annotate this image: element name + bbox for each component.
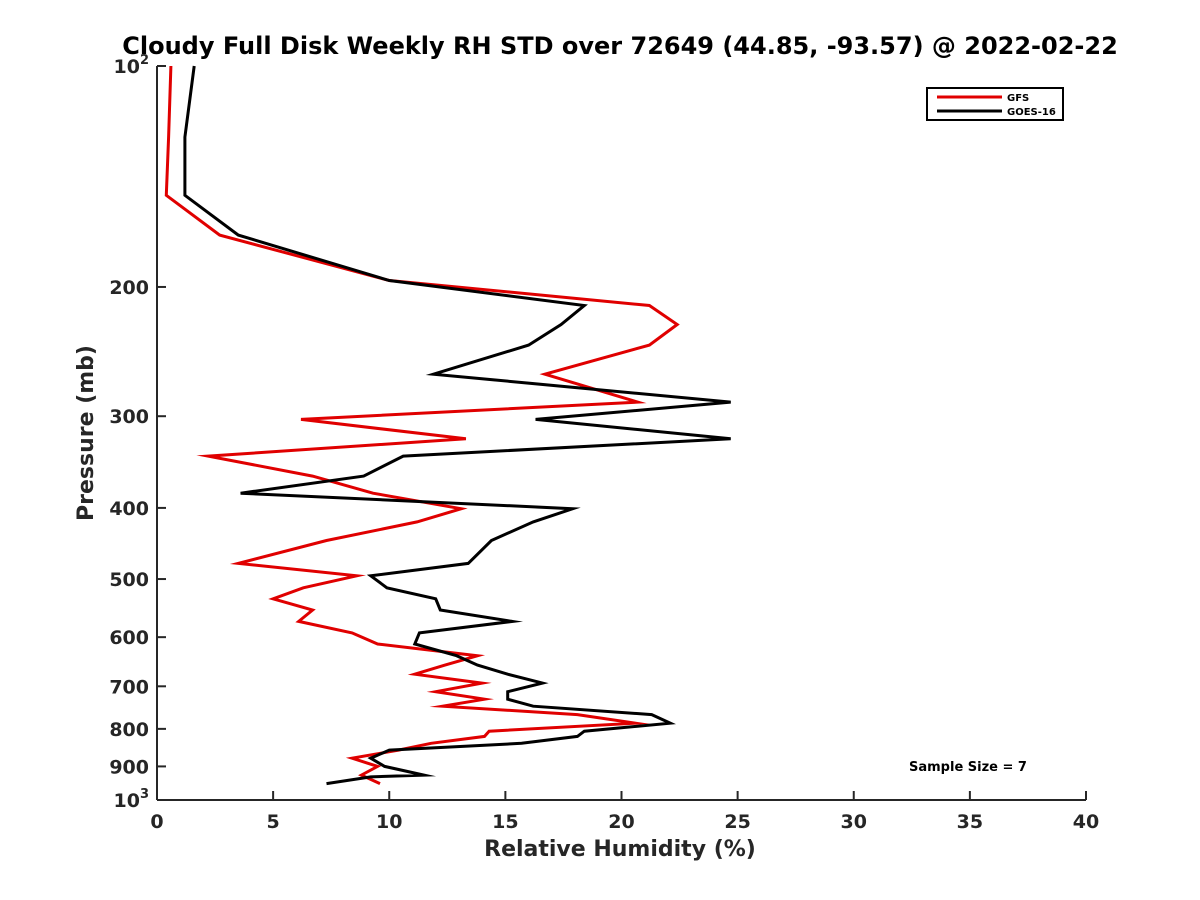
y-tick-label: 500 [109, 569, 149, 591]
x-tick-label: 40 [1073, 811, 1099, 833]
y-axis-label: Pressure (mb) [74, 345, 99, 521]
y-tick-label: 102 [114, 53, 150, 78]
legend: GFS GOES-16 [926, 87, 1064, 121]
y-tick-label: 300 [109, 406, 149, 428]
series-layer [164, 65, 731, 786]
y-tick-label: 900 [109, 756, 149, 778]
x-tick-label: 15 [492, 811, 518, 833]
x-tick-label: 25 [724, 811, 750, 833]
x-tick-label: 35 [957, 811, 983, 833]
series-line-0 [164, 65, 680, 785]
chart-title: Cloudy Full Disk Weekly RH STD over 7264… [122, 32, 1118, 60]
legend-label: GOES-16 [1007, 107, 1056, 118]
y-tick-label: 700 [109, 676, 149, 698]
sample-size-annotation: Sample Size = 7 [909, 760, 1027, 775]
x-tick-label: 0 [150, 811, 163, 833]
x-tick-label: 10 [376, 811, 402, 833]
legend-label: GFS [1007, 93, 1029, 104]
axes-layer: 0 5 10 15 20 25 30 35 40 102 200 300 400 500 600 700 800… [109, 53, 1099, 833]
y-tick-label: 200 [109, 277, 149, 299]
legend-box [926, 87, 1064, 121]
y-tick-label: 400 [109, 498, 149, 520]
x-axis-label: Relative Humidity (%) [484, 837, 756, 862]
x-tick-label: 20 [608, 811, 634, 833]
y-tick-label: 800 [109, 719, 149, 741]
y-tick-label: 600 [109, 627, 149, 649]
y-tick-label: 103 [114, 787, 150, 812]
x-tick-label: 5 [267, 811, 280, 833]
x-tick-label: 30 [841, 811, 867, 833]
series-line-1 [183, 65, 731, 786]
